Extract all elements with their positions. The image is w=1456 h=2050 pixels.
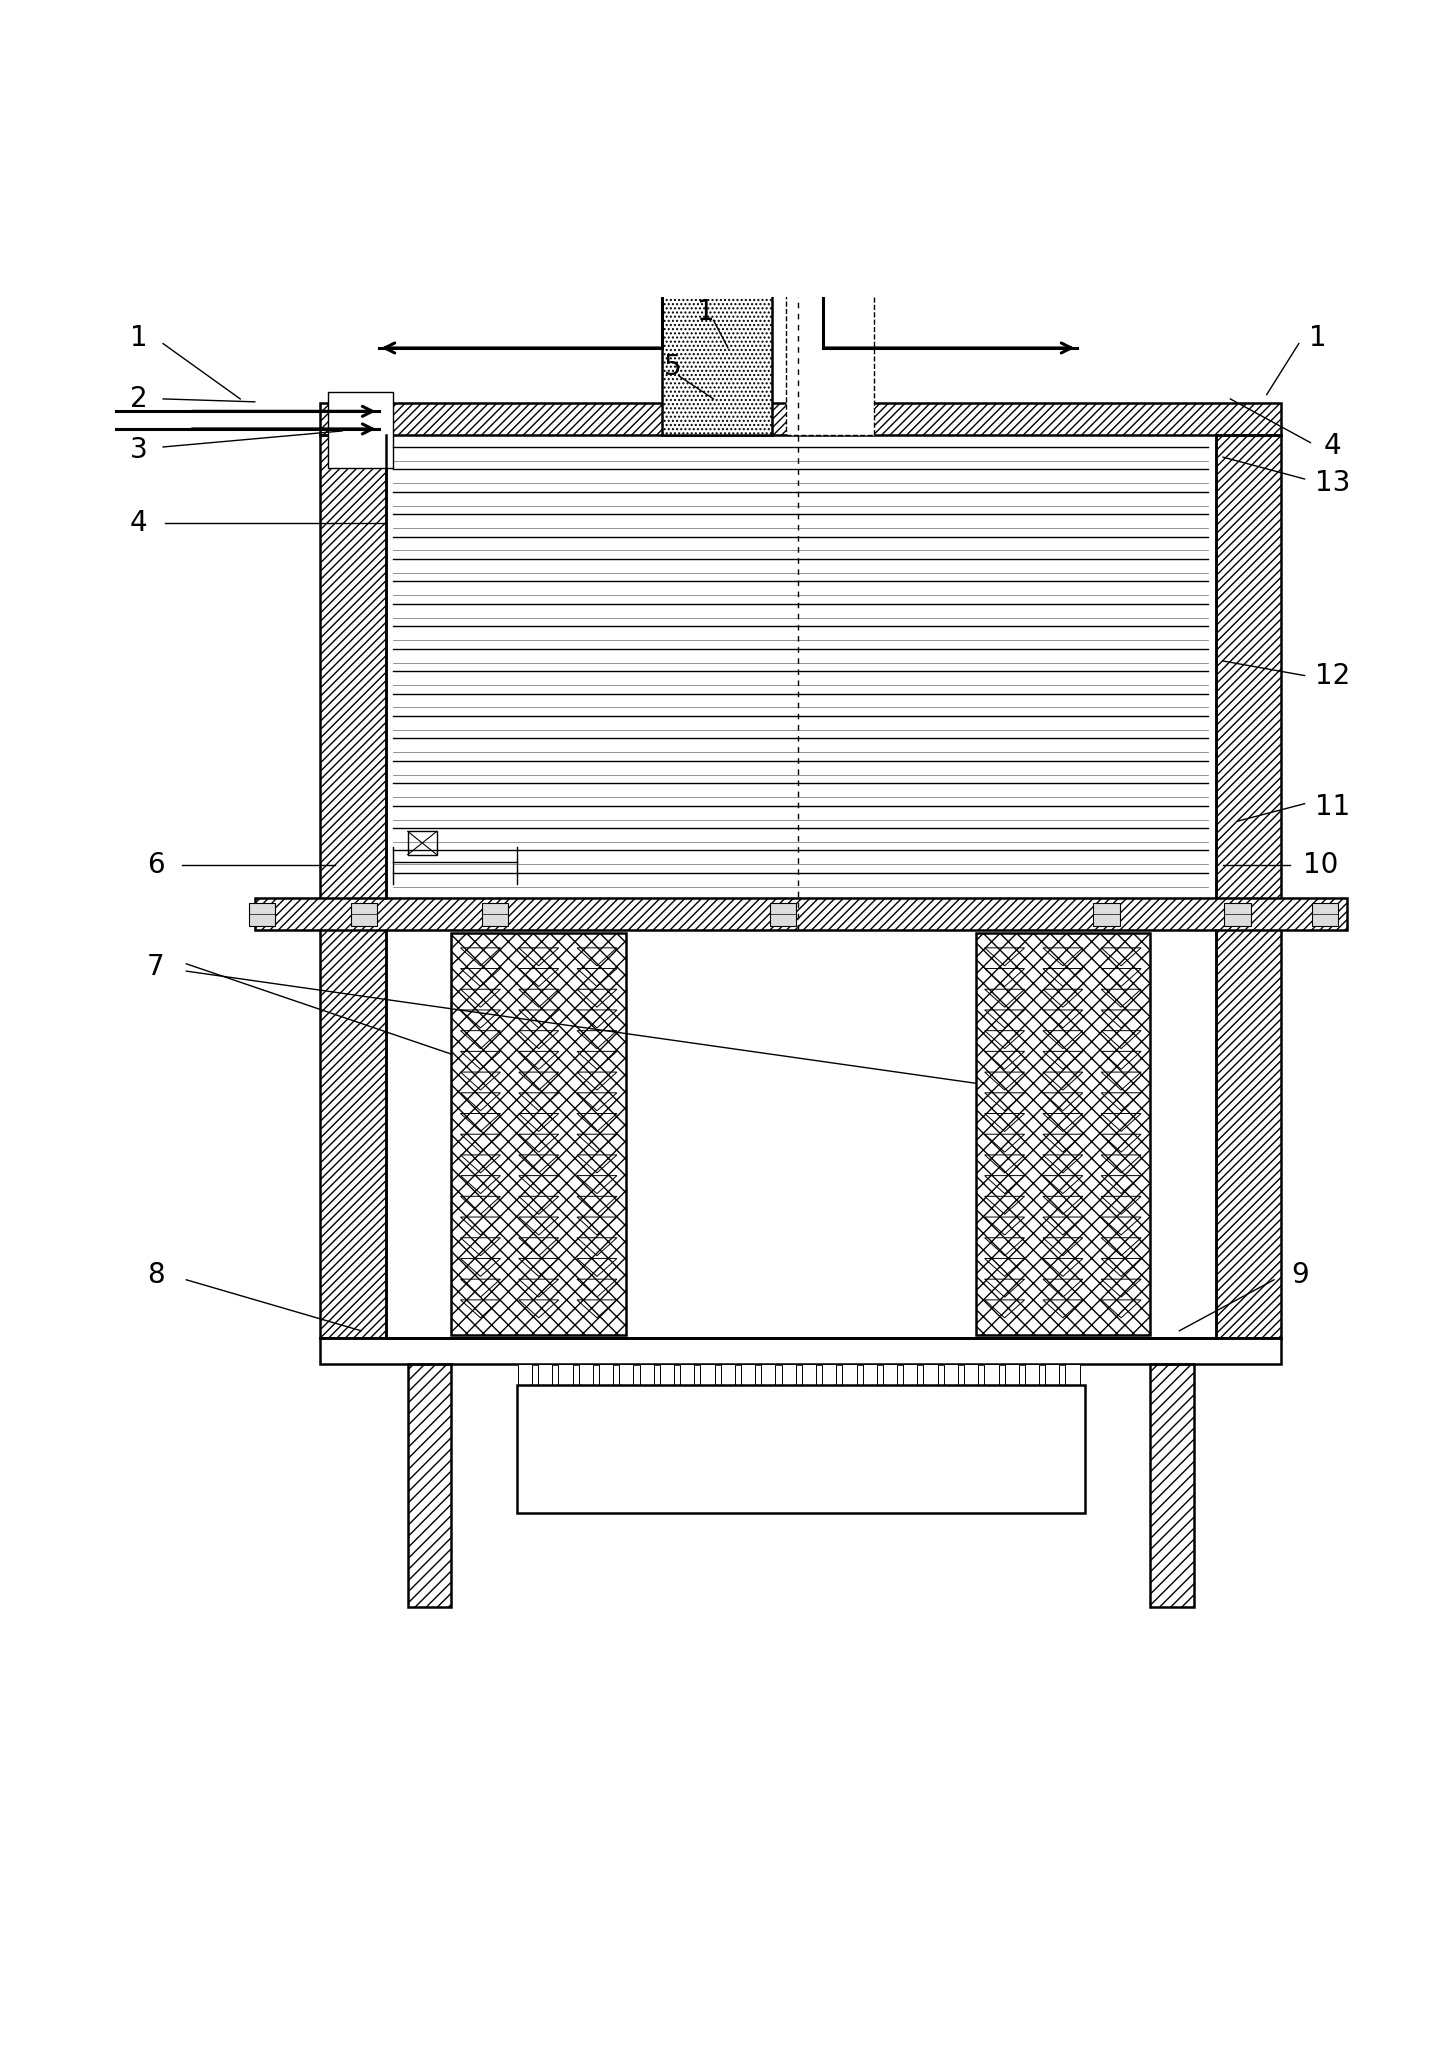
Bar [1045, 1363, 1060, 1384]
Bar [320, 435, 386, 1339]
Bar [700, 1363, 715, 1384]
Bar [964, 1363, 978, 1384]
Bar [517, 1384, 1085, 1513]
Text: 11: 11 [1315, 793, 1350, 820]
Bar [351, 902, 377, 927]
Bar [662, 236, 772, 435]
Bar [1216, 435, 1281, 1339]
Bar [518, 1363, 531, 1384]
Bar [984, 1363, 999, 1384]
Text: 12: 12 [1315, 662, 1350, 689]
Bar [802, 1363, 815, 1384]
Bar [903, 1363, 917, 1384]
Bar [320, 404, 1281, 435]
Bar [882, 1363, 897, 1384]
Bar [408, 1363, 451, 1607]
Bar [249, 902, 275, 927]
Text: 4: 4 [1324, 430, 1341, 459]
Text: 1: 1 [1309, 324, 1326, 353]
Text: 2: 2 [130, 385, 147, 412]
Bar [255, 898, 1347, 931]
Bar [680, 1363, 695, 1384]
Text: 6: 6 [147, 851, 165, 879]
Bar [976, 933, 1150, 1335]
Bar [320, 435, 386, 1339]
Bar [328, 392, 393, 467]
Text: 7: 7 [147, 953, 165, 980]
Bar [539, 1363, 552, 1384]
Bar [923, 1363, 938, 1384]
Bar [862, 1363, 877, 1384]
Bar [320, 404, 1281, 435]
Bar [976, 933, 1150, 1335]
Bar [660, 1363, 674, 1384]
Bar [1005, 1363, 1019, 1384]
Bar [619, 1363, 633, 1384]
Text: 10: 10 [1303, 851, 1338, 879]
Bar [451, 933, 626, 1335]
Bar [559, 1363, 572, 1384]
Bar [721, 1363, 735, 1384]
Bar [1312, 902, 1338, 927]
Text: 1: 1 [130, 324, 147, 353]
Bar [943, 1363, 958, 1384]
Bar [786, 273, 874, 435]
Bar [1093, 902, 1120, 927]
Bar [1066, 1363, 1080, 1384]
Bar [843, 1363, 856, 1384]
Bar [761, 1363, 776, 1384]
Text: 13: 13 [1315, 469, 1350, 498]
Text: 9: 9 [1291, 1261, 1309, 1289]
Bar [578, 1363, 593, 1384]
Bar [255, 898, 1347, 931]
Text: 5: 5 [664, 353, 681, 381]
Bar [408, 1363, 451, 1607]
Bar [741, 1363, 756, 1384]
Bar [1224, 902, 1251, 927]
Bar [482, 902, 508, 927]
Bar [451, 933, 626, 1335]
Bar [1150, 1363, 1194, 1607]
Bar [598, 1363, 613, 1384]
Bar [823, 1363, 836, 1384]
Bar [639, 1363, 654, 1384]
Bar [782, 1363, 796, 1384]
Text: 8: 8 [147, 1261, 165, 1289]
Text: 3: 3 [130, 437, 147, 463]
Bar [770, 902, 796, 927]
Bar [1150, 1363, 1194, 1607]
Bar [1025, 1363, 1040, 1384]
Bar [662, 236, 772, 435]
Bar [1216, 435, 1281, 1339]
Text: 4: 4 [130, 508, 147, 537]
Bar [320, 1339, 1281, 1363]
Bar [408, 832, 437, 855]
Text: 1: 1 [697, 297, 715, 326]
